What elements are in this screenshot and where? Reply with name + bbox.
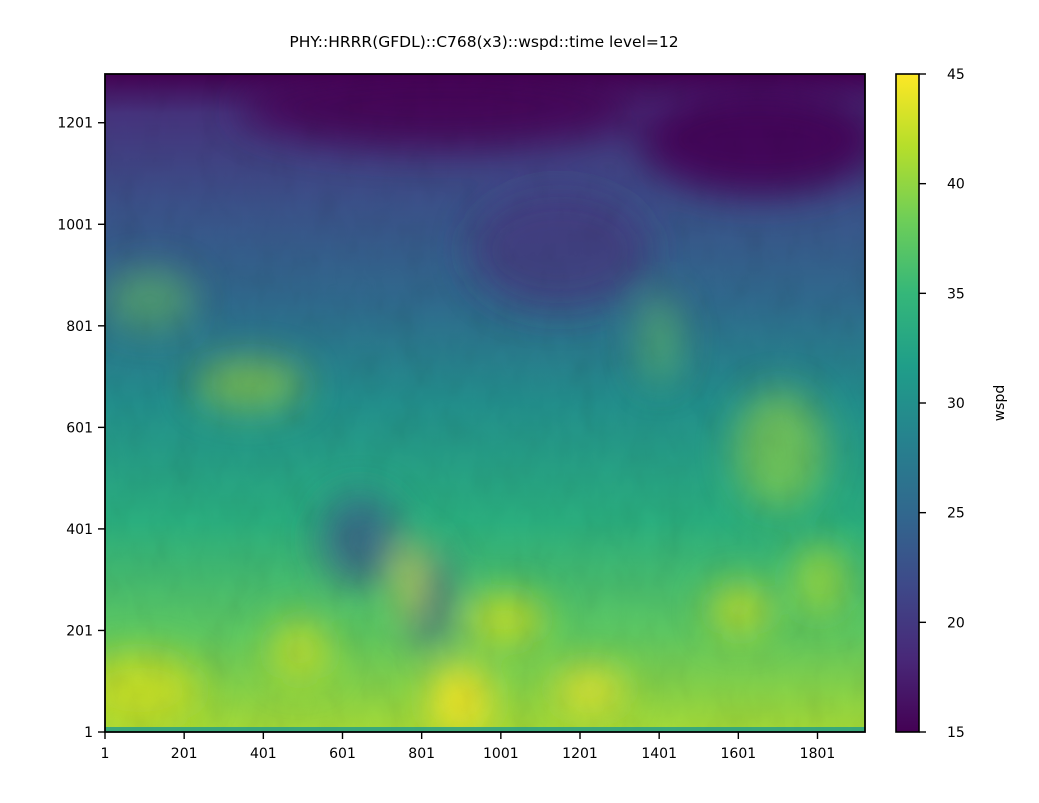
x-tick-label: 1801 bbox=[800, 746, 836, 762]
y-tick-label: 1 bbox=[84, 725, 93, 741]
colorbar-tick-label: 45 bbox=[947, 67, 965, 83]
heatmap-texture bbox=[105, 74, 865, 732]
x-tick-label: 801 bbox=[408, 746, 435, 762]
colorbar-tick-label: 25 bbox=[947, 506, 965, 522]
x-tick-label: 201 bbox=[171, 746, 198, 762]
y-tick-label: 1201 bbox=[57, 116, 93, 132]
x-tick-label: 1 bbox=[101, 746, 110, 762]
x-tick-label: 401 bbox=[250, 746, 277, 762]
colorbar-tick-label: 35 bbox=[947, 286, 965, 302]
bottom-band bbox=[105, 727, 865, 732]
colorbar-tick-label: 40 bbox=[947, 177, 965, 193]
y-tick-label: 401 bbox=[66, 522, 93, 538]
colorbar-tick-label: 20 bbox=[947, 615, 965, 631]
x-tick-label: 1001 bbox=[483, 746, 519, 762]
plot-area bbox=[105, 74, 865, 732]
colorbar-tick-label: 15 bbox=[947, 725, 965, 741]
x-axis: 1 201 401 601 801 1001 1201 1401 1601 1801 bbox=[101, 732, 836, 762]
x-tick-label: 1601 bbox=[721, 746, 757, 762]
colorbar-gradient bbox=[896, 74, 919, 732]
y-tick-label: 1001 bbox=[57, 217, 93, 233]
y-tick-label: 601 bbox=[66, 420, 93, 436]
x-tick-label: 1201 bbox=[562, 746, 598, 762]
chart-title: PHY::HRRR(GFDL)::C768(x3)::wspd::time le… bbox=[289, 33, 678, 51]
plot-frame bbox=[104, 73, 866, 733]
x-tick-label: 601 bbox=[329, 746, 356, 762]
colorbar-label: wspd bbox=[992, 385, 1008, 422]
colorbar-axis: 15 20 25 30 35 40 45 bbox=[919, 67, 965, 741]
colorbar-tick-label: 30 bbox=[947, 396, 965, 412]
y-tick-label: 801 bbox=[66, 319, 93, 335]
y-tick-label: 201 bbox=[66, 623, 93, 639]
x-tick-label: 1401 bbox=[641, 746, 677, 762]
colorbar: 15 20 25 30 35 40 45 wspd bbox=[895, 67, 1008, 741]
